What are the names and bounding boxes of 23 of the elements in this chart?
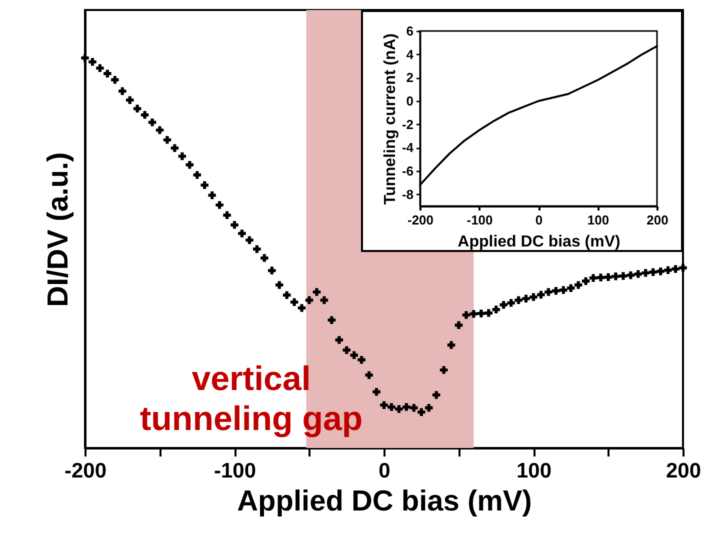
y-tick-label: 4 <box>406 46 414 62</box>
y-axis-title: Tunneling current (nA) <box>382 33 399 205</box>
x-tick-label: 200 <box>666 460 702 482</box>
y-tick-label: 0 <box>406 94 414 108</box>
y-tick-label: -4 <box>402 140 414 156</box>
x-tick-label: -200 <box>64 460 107 482</box>
y-tick-label: -2 <box>402 116 414 132</box>
x-tick-label: 0 <box>378 460 390 482</box>
y-axis-title: DI/DV (a.u.) <box>42 152 74 307</box>
band-label: vertical tunneling gap <box>140 360 363 438</box>
x-tick-label: -200 <box>407 212 434 228</box>
x-tick-label: 0 <box>535 212 543 228</box>
y-tick-label: 2 <box>406 70 414 86</box>
x-tick-label: 100 <box>587 212 610 228</box>
x-tick-label: 200 <box>646 212 668 228</box>
x-tick-label: -100 <box>214 460 256 482</box>
y-tick-label: 6 <box>406 24 414 38</box>
x-axis-title: Applied DC bias (mV) <box>458 234 620 250</box>
x-tick-label: 100 <box>516 460 552 482</box>
y-tick-label: -6 <box>402 164 414 178</box>
x-axis-title: Applied DC bias (mV) <box>237 486 532 518</box>
y-tick-label: -8 <box>402 186 414 202</box>
x-tick-label: -100 <box>466 212 493 228</box>
